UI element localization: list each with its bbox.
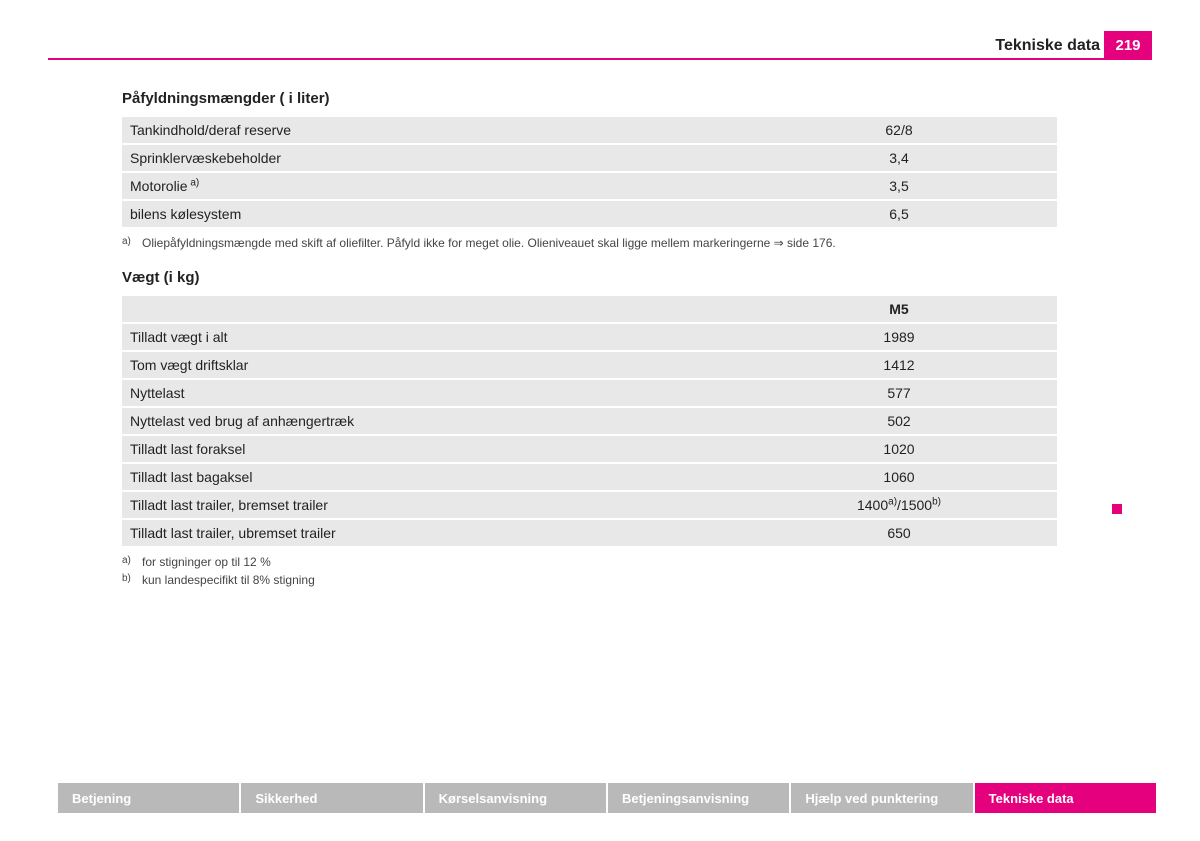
row-value: 577	[741, 379, 1057, 407]
row-value: 1020	[741, 435, 1057, 463]
row-label: bilens kølesystem	[122, 200, 741, 228]
row-value: 6,5	[741, 200, 1057, 228]
footnote-marker: a)	[122, 235, 142, 249]
row-value: 1060	[741, 463, 1057, 491]
row-label: Tilladt last bagaksel	[122, 463, 741, 491]
side-marker-icon	[1112, 504, 1122, 514]
table-header-row: M5	[122, 296, 1057, 323]
section-title-fill: Påfyldningsmængder ( i liter)	[122, 90, 1057, 107]
footnotes-fill: a)Oliepåfyldningsmængde med skift af oli…	[122, 235, 1057, 251]
nav-tab-label: Tekniske data	[989, 791, 1074, 806]
table-row: Nyttelast ved brug af anhængertræk502	[122, 407, 1057, 435]
footnote-text: Oliepåfyldningsmængde med skift af olief…	[142, 236, 836, 250]
table-weights: M5 Tilladt vægt i alt1989Tom vægt drifts…	[122, 296, 1057, 548]
footnote-ref: b)	[932, 497, 941, 508]
nav-tab-label: Kørselsanvisning	[439, 791, 547, 806]
row-label: Tilladt last foraksel	[122, 435, 741, 463]
section-title-weight: Vægt (i kg)	[122, 269, 1057, 286]
content: Påfyldningsmængder ( i liter) Tankindhol…	[122, 84, 1057, 589]
page-number: 219	[1104, 31, 1152, 59]
row-label: Tilladt last trailer, bremset trailer	[122, 491, 741, 519]
footnote-text: kun landespecifikt til 8% stigning	[142, 573, 315, 587]
table-fill-quantities: Tankindhold/deraf reserve62/8Sprinklervæ…	[122, 117, 1057, 229]
table-row: Tilladt last bagaksel1060	[122, 463, 1057, 491]
footnote-ref: a)	[888, 497, 897, 508]
nav-tab-tekniske-data[interactable]: Tekniske data	[975, 783, 1156, 813]
row-label: Sprinklervæskebeholder	[122, 144, 741, 172]
footnote-ref: a)	[188, 177, 200, 188]
row-value: 3,5	[741, 172, 1057, 200]
row-value: 3,4	[741, 144, 1057, 172]
table-row: Tilladt vægt i alt1989	[122, 323, 1057, 351]
table-header-empty	[122, 296, 741, 323]
table-row: Tilladt last foraksel1020	[122, 435, 1057, 463]
header-rule	[48, 58, 1152, 60]
table-row: Nyttelast577	[122, 379, 1057, 407]
row-value: 1412	[741, 351, 1057, 379]
row-label: Tom vægt driftsklar	[122, 351, 741, 379]
footnote: a)for stigninger op til 12 %	[122, 554, 1057, 570]
row-value: 62/8	[741, 117, 1057, 144]
table-row: Tankindhold/deraf reserve62/8	[122, 117, 1057, 144]
row-value: 502	[741, 407, 1057, 435]
nav-tab-sikkerhed[interactable]: Sikkerhed	[241, 783, 422, 813]
footnote-marker: b)	[122, 572, 142, 586]
footnotes-weight: a)for stigninger op til 12 %b)kun landes…	[122, 554, 1057, 588]
row-label: Tankindhold/deraf reserve	[122, 117, 741, 144]
page: Tekniske data 219 Påfyldningsmængder ( i…	[0, 0, 1200, 841]
footnote-marker: a)	[122, 554, 142, 568]
nav-tab-label: Sikkerhed	[255, 791, 317, 806]
nav-tab-kørselsanvisning[interactable]: Kørselsanvisning	[425, 783, 606, 813]
nav-tab-label: Hjælp ved punktering	[805, 791, 938, 806]
footnote-text: for stigninger op til 12 %	[142, 555, 271, 569]
row-label: Motorolie a)	[122, 172, 741, 200]
nav-tab-label: Betjeningsanvisning	[622, 791, 749, 806]
row-label: Nyttelast	[122, 379, 741, 407]
nav-tab-betjening[interactable]: Betjening	[58, 783, 239, 813]
row-value: 1400a)/1500b)	[741, 491, 1057, 519]
table-row: Tilladt last trailer, ubremset trailer65…	[122, 519, 1057, 547]
footnote: b)kun landespecifikt til 8% stigning	[122, 572, 1057, 588]
table-row: Tilladt last trailer, bremset trailer140…	[122, 491, 1057, 519]
nav-tab-label: Betjening	[72, 791, 131, 806]
table-row: Motorolie a)3,5	[122, 172, 1057, 200]
footnote: a)Oliepåfyldningsmængde med skift af oli…	[122, 235, 1057, 251]
table-row: Sprinklervæskebeholder3,4	[122, 144, 1057, 172]
table-row: Tom vægt driftsklar1412	[122, 351, 1057, 379]
row-label: Nyttelast ved brug af anhængertræk	[122, 407, 741, 435]
row-label: Tilladt last trailer, ubremset trailer	[122, 519, 741, 547]
row-value: 650	[741, 519, 1057, 547]
table-header-column: M5	[741, 296, 1057, 323]
table-row: bilens kølesystem6,5	[122, 200, 1057, 228]
header-title: Tekniske data	[995, 37, 1100, 55]
bottom-nav: Betjening Sikkerhed Kørselsanvisning Betjen…	[58, 783, 1156, 813]
row-label: Tilladt vægt i alt	[122, 323, 741, 351]
row-value: 1989	[741, 323, 1057, 351]
nav-tab-betjeningsanvisning[interactable]: Betjeningsanvisning	[608, 783, 789, 813]
nav-tab-hjælp-ved-punktering[interactable]: Hjælp ved punktering	[791, 783, 972, 813]
